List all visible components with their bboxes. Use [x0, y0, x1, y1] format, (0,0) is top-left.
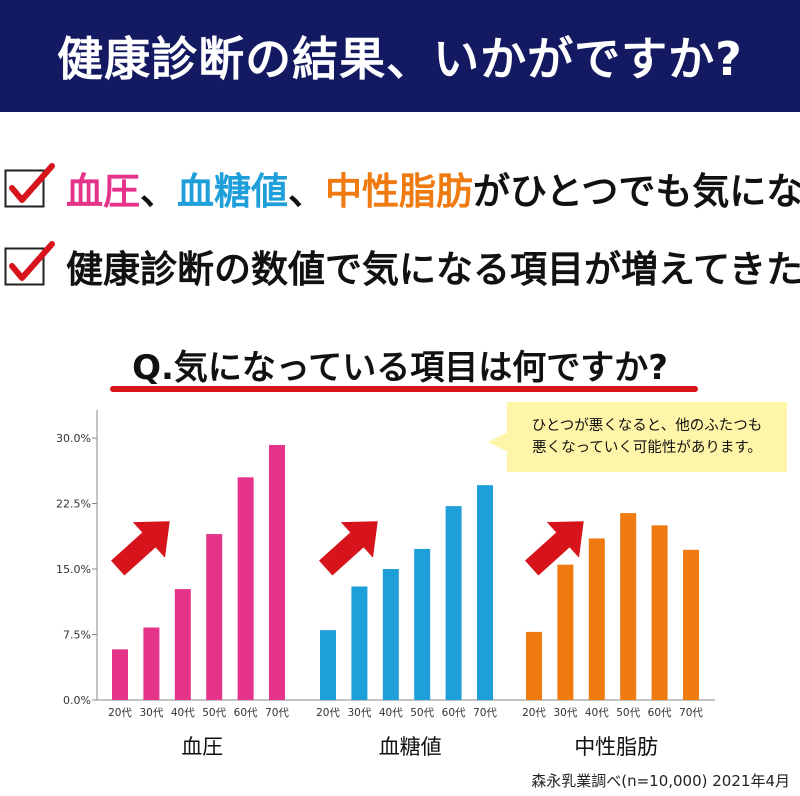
y-tick-label: 7.5%	[63, 629, 91, 642]
note-callout: ひとつが悪くなると、他のふたつも 悪くなっていく可能性があります。	[507, 402, 787, 472]
x-tick-label: 60代	[442, 707, 466, 719]
checkmark-icon	[4, 163, 55, 208]
keyword-blood-sugar: 血糖値	[177, 170, 288, 213]
bar	[526, 631, 542, 700]
bar	[206, 534, 223, 700]
bar	[351, 586, 368, 700]
bar	[320, 630, 336, 700]
x-tick-label: 20代	[316, 707, 340, 719]
bar-chart: 0.0% 7.5% 15.0% 22.5% 30.0% 20代 30代 40代 50代 60代 70…	[56, 410, 715, 759]
check-text-rest: がひとつでも気になる	[473, 170, 800, 213]
bar	[557, 564, 574, 700]
bar	[143, 627, 160, 700]
y-tick-label: 22.5%	[56, 498, 91, 511]
bar	[620, 513, 637, 700]
y-tick-label: 15.0%	[56, 563, 91, 576]
x-tick-label: 30代	[347, 707, 371, 719]
group-label: 中性脂肪	[574, 735, 658, 759]
x-tick-label: 60代	[648, 707, 672, 719]
bar	[112, 649, 128, 700]
separator: 、	[288, 170, 325, 213]
page-title: 健康診断の結果、いかがですか?	[57, 32, 743, 86]
check-text-1: 血圧、血糖値、中性脂肪がひとつでも気になる	[66, 161, 800, 215]
question-text: Q.気になっている項目は何ですか?	[132, 348, 668, 388]
x-tick-label: 50代	[202, 707, 226, 719]
x-tick-label: 70代	[265, 707, 289, 719]
x-tick-label: 60代	[234, 707, 258, 719]
x-tick-label: 30代	[139, 707, 163, 719]
note-line-1: ひとつが悪くなると、他のふたつも	[531, 418, 763, 434]
x-tick-label: 70代	[473, 707, 497, 719]
trend-arrow-icon	[525, 521, 584, 576]
trend-arrow-icon	[111, 521, 170, 576]
bar	[237, 477, 254, 700]
bar	[588, 538, 605, 700]
x-tick-label: 40代	[171, 707, 195, 719]
x-tick-label: 40代	[379, 707, 403, 719]
question-underline	[110, 386, 698, 392]
y-tick-label: 30.0%	[56, 432, 91, 445]
bar	[414, 548, 431, 700]
x-tick-label: 50代	[410, 707, 434, 719]
note-line-2: 悪くなっていく可能性があります。	[532, 440, 762, 456]
trend-arrow-icon	[319, 521, 378, 576]
x-tick-label: 20代	[108, 707, 132, 719]
group-label: 血圧	[181, 735, 223, 759]
group-label: 血糖値	[379, 735, 442, 759]
bar	[174, 589, 191, 700]
keyword-blood-pressure: 血圧	[66, 170, 140, 213]
source-caption: 森永乳業調べ(n=10,000) 2021年4月	[531, 772, 790, 790]
bar	[651, 525, 668, 700]
checkmark-icon	[4, 241, 55, 286]
trend-arrow-shape	[525, 521, 584, 576]
bar	[477, 485, 493, 700]
x-tick-label: 30代	[553, 707, 577, 719]
note-pointer	[488, 432, 508, 452]
check-text-2: 健康診断の数値で気になる項目が増えてきた	[66, 248, 800, 291]
separator: 、	[140, 170, 177, 213]
bar	[382, 569, 399, 700]
trend-arrow-shape	[319, 521, 378, 576]
question-heading: Q.気になっている項目は何ですか?	[0, 340, 800, 389]
x-tick-label: 70代	[679, 707, 703, 719]
x-tick-label: 40代	[585, 707, 609, 719]
y-tick-label: 0.0%	[63, 694, 91, 707]
x-tick-label: 50代	[616, 707, 640, 719]
header-banner: 健康診断の結果、いかがですか?	[0, 0, 800, 112]
bar	[445, 506, 462, 700]
bar	[269, 444, 285, 700]
bar	[683, 549, 699, 700]
check-item-2: 健康診断の数値で気になる項目が増えてきた	[0, 236, 800, 296]
keyword-triglycerides: 中性脂肪	[325, 170, 473, 213]
trend-arrow-shape	[111, 521, 170, 576]
check-item-1: 血圧、血糖値、中性脂肪がひとつでも気になる	[0, 158, 800, 218]
x-tick-label: 20代	[522, 707, 546, 719]
